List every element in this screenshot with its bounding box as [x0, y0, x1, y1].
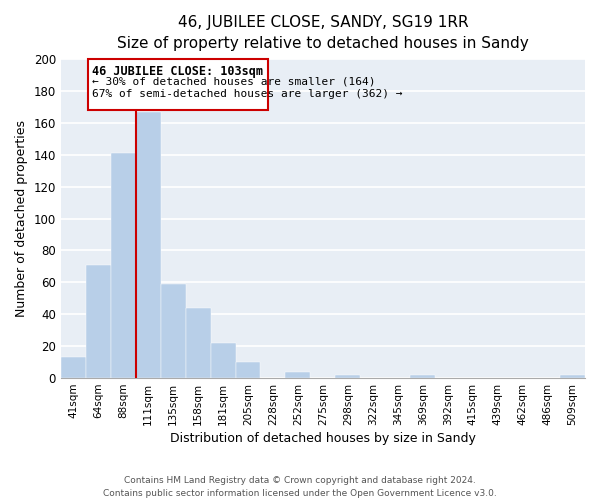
Bar	[236, 362, 260, 378]
Bar	[286, 372, 310, 378]
X-axis label: Distribution of detached houses by size in Sandy: Distribution of detached houses by size …	[170, 432, 476, 445]
Bar	[111, 153, 136, 378]
Bar	[211, 343, 236, 378]
Bar	[410, 375, 435, 378]
Bar	[560, 375, 585, 378]
Text: ← 30% of detached houses are smaller (164): ← 30% of detached houses are smaller (16…	[92, 76, 376, 86]
Text: 46 JUBILEE CLOSE: 103sqm: 46 JUBILEE CLOSE: 103sqm	[92, 66, 263, 78]
Text: Contains HM Land Registry data © Crown copyright and database right 2024.
Contai: Contains HM Land Registry data © Crown c…	[103, 476, 497, 498]
Bar	[335, 375, 361, 378]
Text: 67% of semi-detached houses are larger (362) →: 67% of semi-detached houses are larger (…	[92, 90, 403, 100]
Bar	[86, 265, 111, 378]
Bar	[61, 358, 86, 378]
Bar	[136, 112, 161, 378]
FancyBboxPatch shape	[88, 59, 268, 110]
Y-axis label: Number of detached properties: Number of detached properties	[15, 120, 28, 317]
Title: 46, JUBILEE CLOSE, SANDY, SG19 1RR
Size of property relative to detached houses : 46, JUBILEE CLOSE, SANDY, SG19 1RR Size …	[117, 15, 529, 51]
Bar	[161, 284, 185, 378]
Bar	[185, 308, 211, 378]
